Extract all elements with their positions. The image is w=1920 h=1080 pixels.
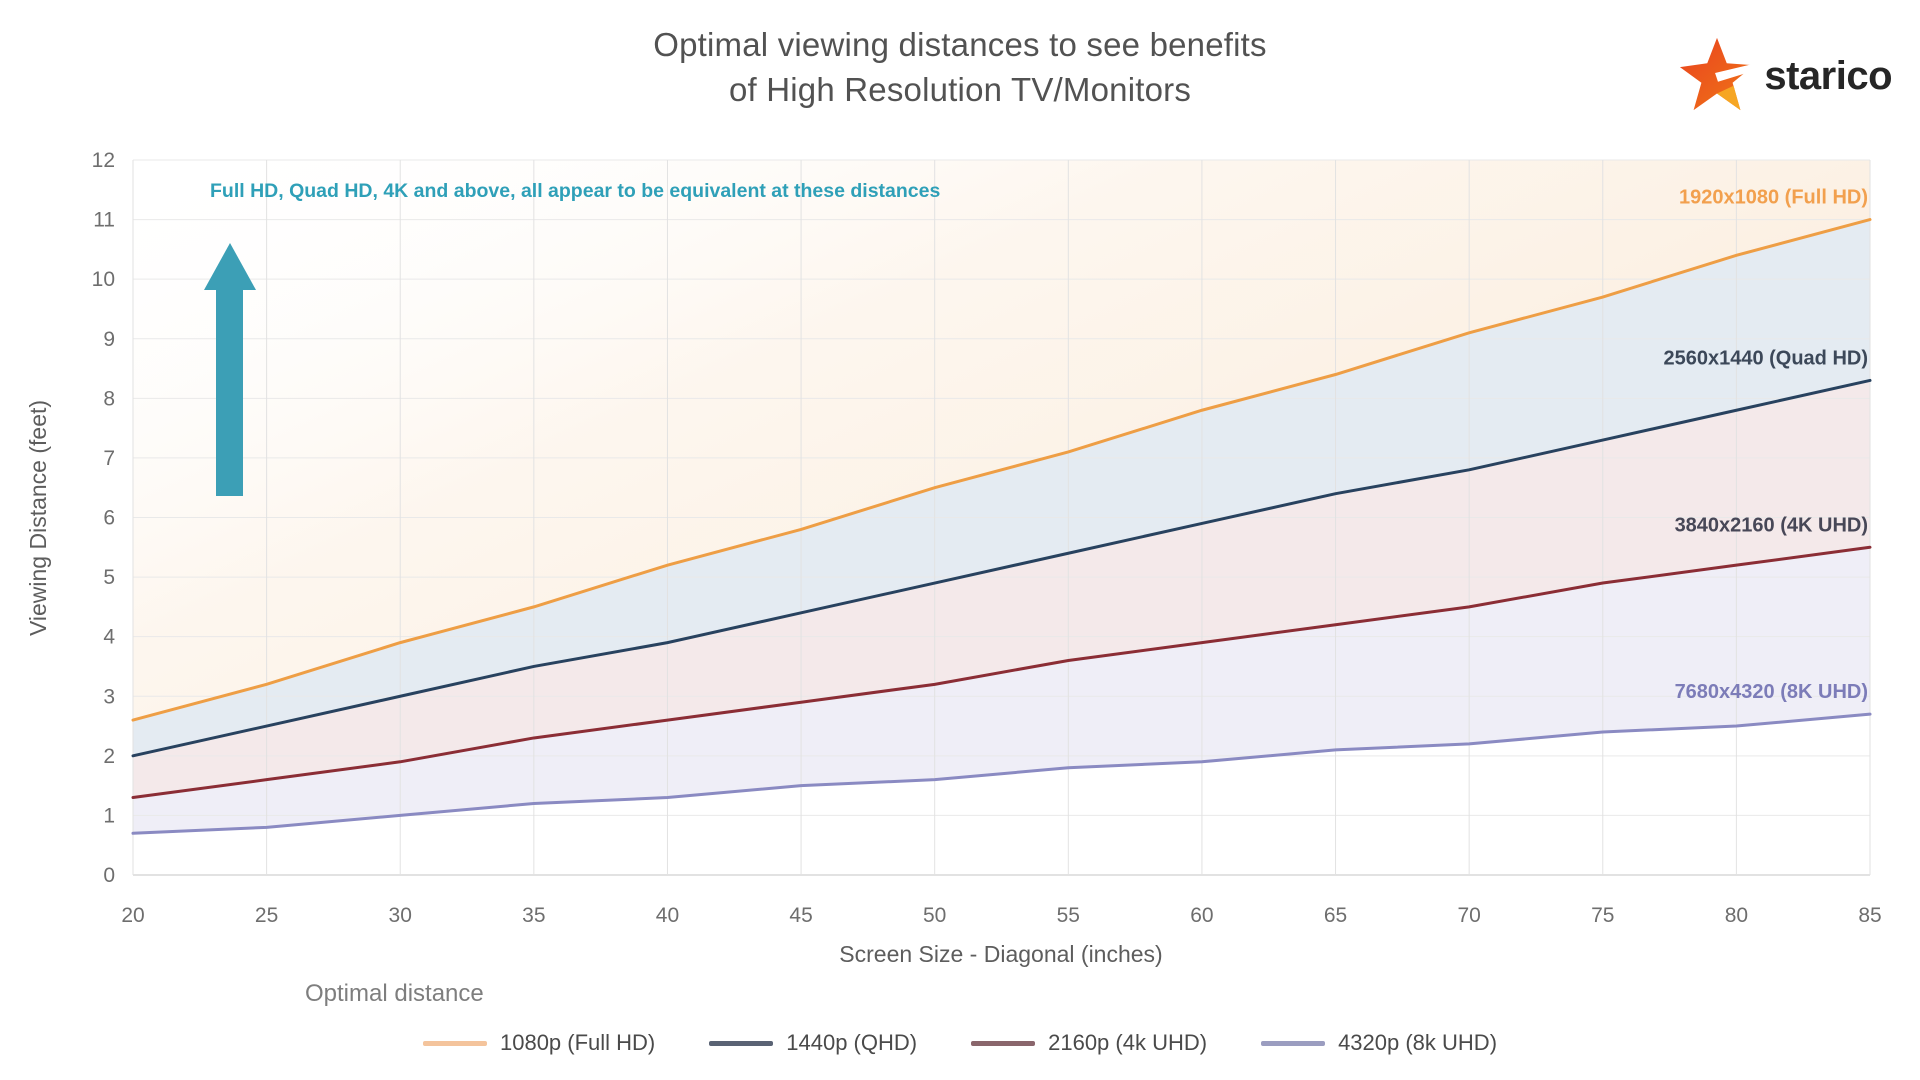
- y-tick-label: 4: [103, 626, 115, 649]
- chart-title: Optimal viewing distances to see benefit…: [0, 22, 1920, 112]
- legend-item: 1440p (QHD): [709, 1030, 917, 1056]
- legend-item: 1080p (Full HD): [422, 1030, 656, 1056]
- band-between-series: [133, 547, 1870, 834]
- x-tick-label: 55: [1057, 904, 1080, 927]
- series-line-1440p: [131, 378, 1872, 758]
- legend-label: 2160p (4k UHD): [1048, 1030, 1208, 1055]
- x-tick-label: 50: [923, 904, 946, 927]
- y-tick-label: 7: [103, 447, 115, 470]
- band-between-series: [133, 380, 1870, 798]
- y-tick-label: 8: [103, 387, 115, 410]
- x-tick-label: 30: [389, 904, 412, 927]
- series-end-label: 1920x1080 (Full HD): [1679, 187, 1868, 209]
- band-between-series: [133, 219, 1870, 756]
- legend: 1080p (Full HD) 1440p (QHD) 2160p (4k UHD)…: [0, 1030, 1920, 1056]
- x-tick-label: 25: [255, 904, 278, 927]
- x-tick-label: 70: [1457, 904, 1480, 927]
- y-tick-label: 9: [103, 328, 115, 351]
- chart-title-line2: of High Resolution TV/Monitors: [728, 71, 1192, 108]
- legend-title: Optimal distance: [305, 980, 484, 1007]
- x-tick-label: 45: [789, 904, 812, 927]
- series-end-label: 7680x4320 (8K UHD): [1675, 681, 1868, 703]
- series-end-label: 2560x1440 (Quad HD): [1663, 347, 1868, 369]
- starico-logo-text: starico: [1764, 54, 1892, 98]
- x-tick-label: 40: [656, 904, 679, 927]
- series-line-1080p: [131, 218, 1872, 722]
- x-tick-label: 35: [522, 904, 545, 927]
- series-line-4320p: [131, 712, 1872, 835]
- series-end-label: 3840x2160 (4K UHD): [1675, 514, 1868, 536]
- y-tick-label: 6: [103, 507, 115, 530]
- series-line-2160p: [131, 545, 1872, 800]
- y-tick-label: 10: [92, 268, 115, 291]
- annotation-text: Full HD, Quad HD, 4K and above, all appe…: [210, 180, 941, 202]
- y-tick-label: 1: [103, 804, 115, 827]
- y-tick-label: 2: [103, 745, 115, 768]
- series-lines: [131, 218, 1872, 835]
- y-tick-label: 3: [103, 685, 115, 708]
- legend-label: 4320p (8k UHD): [1338, 1030, 1498, 1055]
- legend-label: 1440p (QHD): [786, 1030, 918, 1055]
- x-tick-label: 60: [1190, 904, 1213, 927]
- legend-swatch: [422, 1040, 487, 1046]
- y-axis-title: Viewing Distance (feet): [25, 400, 51, 636]
- x-tick-label: 85: [1858, 904, 1881, 927]
- starico-logo: starico: [1678, 34, 1892, 119]
- legend-swatch: [1261, 1040, 1326, 1046]
- up-arrow-icon: [204, 243, 256, 496]
- x-tick-label: 20: [121, 904, 144, 927]
- y-tick-label: 5: [103, 566, 115, 589]
- y-tick-label: 0: [103, 864, 115, 887]
- legend-swatch: [709, 1040, 774, 1046]
- y-tick-label: 11: [93, 209, 115, 232]
- shaded-bands: [133, 160, 1870, 834]
- x-axis-title: Screen Size - Diagonal (inches): [839, 941, 1162, 967]
- band-above-1080p: [133, 160, 1870, 721]
- x-tick-label: 75: [1591, 904, 1614, 927]
- legend-item: 2160p (4k UHD): [971, 1030, 1207, 1056]
- x-tick-label: 65: [1324, 904, 1347, 927]
- legend-label: 1080p (Full HD): [499, 1030, 656, 1055]
- legend-swatch: [971, 1040, 1036, 1046]
- legend-item: 4320p (8k UHD): [1261, 1030, 1497, 1056]
- y-tick-label: 12: [92, 149, 115, 172]
- chart-title-line1: Optimal viewing distances to see benefit…: [653, 26, 1267, 63]
- series-end-labels: 1920x1080 (Full HD) 2560x1440 (Quad HD) 38…: [1663, 187, 1868, 704]
- x-tick-label: 80: [1725, 904, 1748, 927]
- starico-star-icon: [1678, 34, 1757, 119]
